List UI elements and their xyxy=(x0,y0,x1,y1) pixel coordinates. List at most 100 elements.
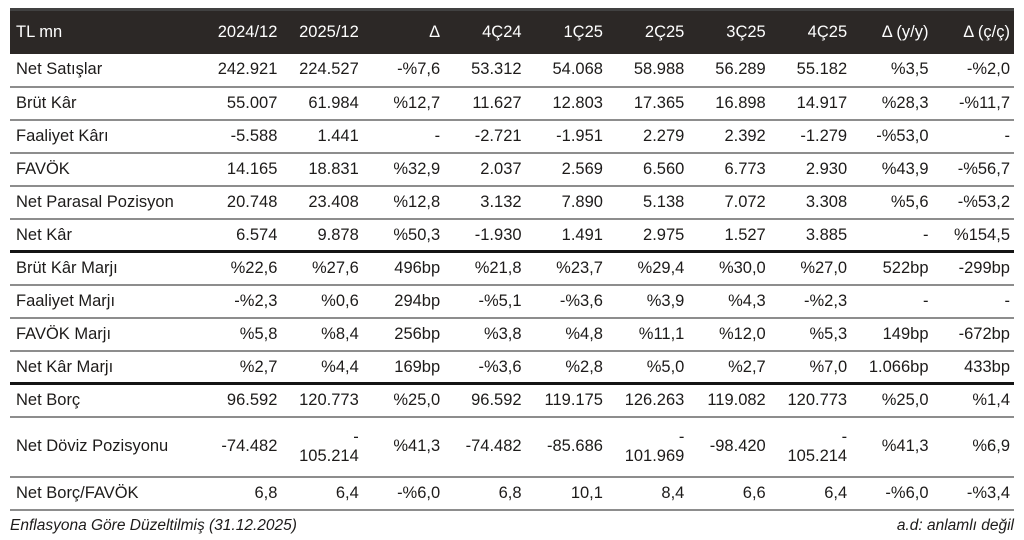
header-cell: 4Ç24 xyxy=(482,22,522,41)
cell-value: 242.921 xyxy=(217,60,278,79)
cell-value: %3,5 xyxy=(890,60,929,79)
cell-value: -%53,2 xyxy=(957,192,1010,211)
cell-value: 55.007 xyxy=(226,93,278,112)
header-cell: 3Ç25 xyxy=(726,22,766,41)
cell-value: 6.574 xyxy=(236,225,278,244)
cell-value: - xyxy=(923,225,929,244)
header-cell: 4Ç25 xyxy=(807,22,848,41)
cell-value: 256bp xyxy=(394,324,441,343)
table-row: Net Döviz Pozisyonu -74.482 - 105.214 %41,3… xyxy=(10,417,1014,477)
cell-value: 2.975 xyxy=(643,225,685,244)
cell-value: 149bp xyxy=(882,324,929,343)
cell-value: - xyxy=(434,126,441,145)
cell-value: 10,1 xyxy=(570,483,603,502)
cell-value: 2.037 xyxy=(480,159,522,178)
row-label: FAVÖK Marjı xyxy=(16,324,112,343)
cell-value: -74.482 xyxy=(465,437,522,456)
cell-value: %27,0 xyxy=(800,259,848,278)
cell-value: 119.175 xyxy=(544,391,603,410)
cell-value: %6,9 xyxy=(972,437,1010,456)
cell-value: -%3,6 xyxy=(559,291,603,310)
cell-value: 54.068 xyxy=(552,60,603,79)
cell-value: 12.803 xyxy=(552,93,603,112)
cell-value: -%2,3 xyxy=(234,291,278,310)
cell-value: 3.132 xyxy=(480,192,522,211)
cell-value: %43,9 xyxy=(881,159,929,178)
footnote-right: a.d: anlamlı değil xyxy=(896,516,1014,534)
cell-value: %28,3 xyxy=(881,93,929,112)
cell-value: 14.165 xyxy=(226,159,278,178)
cell-value: %7,0 xyxy=(809,357,848,376)
header-cell-label: TL mn xyxy=(16,22,63,41)
cell-value: -%2,3 xyxy=(804,291,848,310)
cell-value: %5,6 xyxy=(890,192,929,211)
cell-value: 7.890 xyxy=(561,192,603,211)
table-row: Net Satışlar 242.921 224.527 -%7,6 53.312 54.… xyxy=(10,54,1014,87)
cell-value: %4,8 xyxy=(565,324,603,343)
cell-value: 11.627 xyxy=(472,93,522,112)
cell-value: 1.491 xyxy=(561,225,603,244)
footnote-left: Enflasyona Göre Düzeltilmiş (31.12.2025) xyxy=(10,516,297,534)
cell-value: 120.773 xyxy=(299,391,359,410)
cell-value: %21,8 xyxy=(474,259,522,278)
table-row: Brüt Kâr 55.007 61.984 %12,7 11.627 12.803 17.… xyxy=(10,87,1014,120)
cell-value: %41,3 xyxy=(393,437,441,456)
cell-value: - xyxy=(923,291,929,310)
cell-value: -299bp xyxy=(958,259,1010,278)
cell-value: %50,3 xyxy=(393,225,441,244)
table-row: Net Kâr 6.574 9.878 %50,3 -1.930 1.491 2.975 1.… xyxy=(10,219,1014,252)
cell-value: %29,4 xyxy=(637,259,685,278)
cell-value: %3,9 xyxy=(646,291,685,310)
cell-value: 294bp xyxy=(394,291,441,310)
cell-value: 14.917 xyxy=(796,93,848,112)
cell-value: -%53,0 xyxy=(876,126,929,145)
cell-value: %32,9 xyxy=(393,159,441,178)
cell-value: %4,3 xyxy=(728,291,766,310)
cell-value: 7.072 xyxy=(724,192,766,211)
cell-value: %25,0 xyxy=(393,391,441,410)
table-row: Net Borç/FAVÖK 6,8 6,4 -%6,0 6,8 10,1 8,4 6,6 6,… xyxy=(10,477,1014,510)
cell-value: -74.482 xyxy=(221,437,278,456)
cell-value: - xyxy=(1004,291,1011,310)
table-row: Faaliyet Marjı -%2,3 %0,6 294bp -%5,1 -%3,6 %3… xyxy=(10,285,1014,318)
cell-value: 96.592 xyxy=(471,391,522,410)
header-cell: Δ (y/y) xyxy=(881,22,929,41)
cell-value: -2.721 xyxy=(474,126,522,145)
cell-value: -1.951 xyxy=(556,126,603,145)
cell-value: 119.082 xyxy=(707,391,766,410)
cell-value: -%6,0 xyxy=(885,483,929,502)
cell-value: %5,8 xyxy=(239,324,278,343)
row-label: Brüt Kâr Marjı xyxy=(16,259,118,278)
cell-value: %30,0 xyxy=(718,259,766,278)
cell-value: 2.930 xyxy=(805,159,848,178)
cell-value: 120.773 xyxy=(787,391,848,410)
cell-value: %5,0 xyxy=(646,357,685,376)
cell-value: 169bp xyxy=(394,357,441,376)
cell-value: 6.773 xyxy=(724,159,766,178)
cell-value: %12,0 xyxy=(718,324,766,343)
cell-value: -5.588 xyxy=(230,126,278,145)
cell-value: 1.066bp xyxy=(868,357,929,376)
cell-value: 6,6 xyxy=(742,483,766,502)
table-row: Faaliyet Kârı -5.588 1.441 - -2.721 -1.951 2.2… xyxy=(10,120,1014,153)
cell-value: 2.392 xyxy=(724,126,766,145)
cell-value: 56.289 xyxy=(715,60,766,79)
header-cell: 2Ç25 xyxy=(644,22,685,41)
header-cell: 1Ç25 xyxy=(563,22,603,41)
cell-value: 3.308 xyxy=(805,192,848,211)
cell-value: - 101.969 xyxy=(624,428,685,465)
cell-value: %41,3 xyxy=(881,437,929,456)
table-row: Brüt Kâr Marjı %22,6 %27,6 496bp %21,8 %23,7%… xyxy=(10,252,1014,285)
cell-value: %23,7 xyxy=(556,259,603,278)
cell-value: 16.898 xyxy=(715,93,766,112)
cell-value: %12,8 xyxy=(393,192,441,211)
row-label: Net Döviz Pozisyonu xyxy=(16,437,169,456)
cell-value: 433bp xyxy=(964,357,1010,376)
cell-value: %2,7 xyxy=(239,357,278,376)
row-label: Net Parasal Pozisyon xyxy=(16,192,174,211)
cell-value: %2,7 xyxy=(728,357,766,376)
row-label: Net Borç xyxy=(16,391,81,410)
cell-value: %1,4 xyxy=(972,391,1010,410)
cell-value: 6,4 xyxy=(335,483,359,502)
